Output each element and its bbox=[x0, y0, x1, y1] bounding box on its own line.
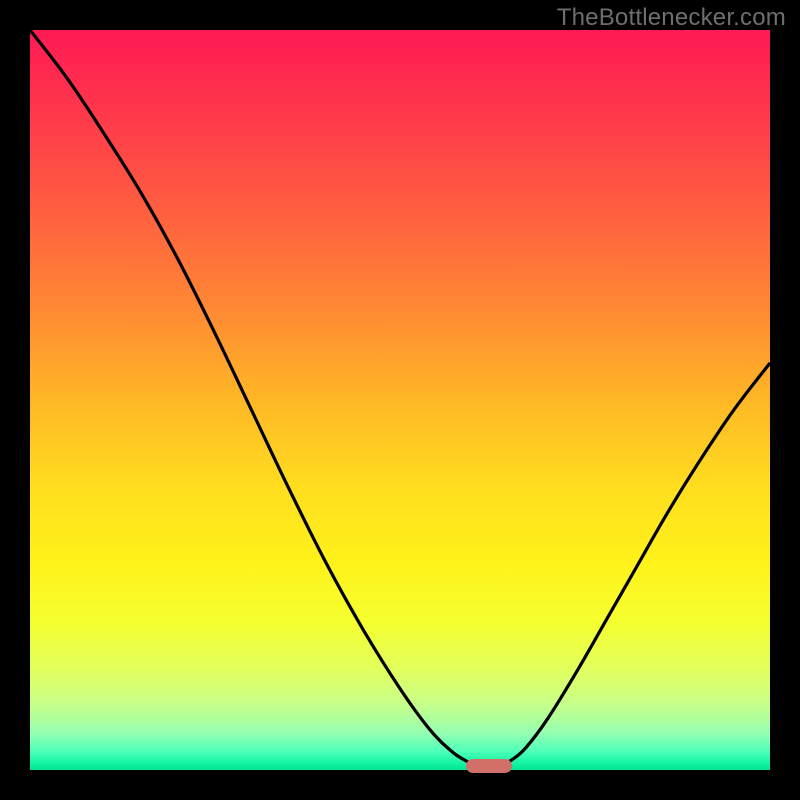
bottleneck-curve bbox=[30, 30, 770, 770]
optimum-marker bbox=[466, 759, 512, 773]
plot-area bbox=[30, 30, 770, 770]
chart-frame: TheBottlenecker.com bbox=[0, 0, 800, 800]
curve-path bbox=[30, 30, 770, 767]
watermark-text: TheBottlenecker.com bbox=[557, 4, 786, 32]
